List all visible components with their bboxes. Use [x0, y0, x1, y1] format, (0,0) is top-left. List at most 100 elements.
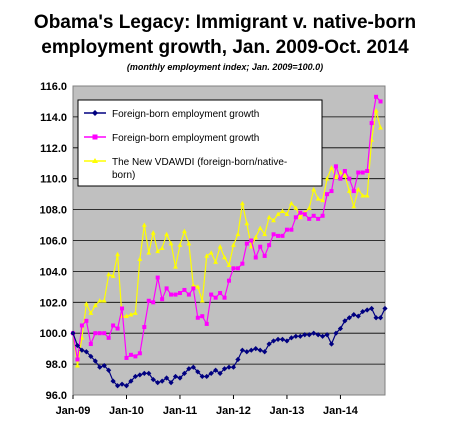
- x-tick-label: Jan-11: [163, 405, 197, 417]
- data-point: [320, 197, 325, 203]
- series-2: [71, 94, 383, 362]
- data-point: [79, 323, 84, 328]
- data-point: [293, 215, 298, 220]
- data-point: [297, 333, 303, 339]
- data-point: [262, 231, 268, 237]
- data-point: [195, 369, 201, 375]
- data-point: [177, 242, 183, 247]
- data-point: [244, 220, 250, 226]
- data-point: [195, 315, 200, 320]
- data-point: [114, 383, 121, 389]
- data-point: [284, 338, 290, 344]
- series-line: [72, 110, 382, 366]
- data-point: [266, 341, 272, 347]
- data-point: [235, 231, 241, 237]
- data-point: [227, 278, 231, 283]
- data-point: [106, 271, 112, 277]
- data-point: [297, 214, 303, 220]
- data-point: [97, 298, 103, 303]
- data-point: [217, 370, 223, 376]
- data-point: [230, 364, 237, 370]
- x-tick-label: Jan-09: [56, 405, 91, 417]
- series-line: [72, 95, 381, 360]
- data-point: [306, 332, 312, 338]
- data-point: [298, 210, 303, 215]
- data-point: [128, 312, 134, 317]
- data-point: [106, 367, 112, 373]
- data-point: [244, 241, 249, 246]
- x-tick-label: Jan-13: [270, 405, 305, 417]
- data-point: [337, 325, 344, 332]
- data-point: [328, 341, 335, 347]
- legend-marker: [92, 134, 98, 140]
- data-point: [177, 375, 183, 381]
- data-point: [355, 313, 361, 319]
- data-point: [70, 330, 76, 336]
- data-point: [164, 231, 169, 237]
- data-point: [373, 315, 379, 321]
- data-point: [284, 211, 290, 217]
- data-point: [324, 176, 330, 181]
- data-point: [213, 295, 218, 300]
- data-point: [275, 211, 281, 217]
- data-point: [190, 282, 196, 288]
- data-point: [159, 378, 165, 384]
- data-point: [342, 318, 348, 324]
- data-point: [338, 169, 343, 175]
- data-point: [342, 173, 348, 178]
- data-point: [168, 240, 174, 246]
- data-point: [280, 233, 285, 238]
- data-point: [160, 297, 165, 302]
- data-point: [279, 336, 286, 342]
- data-point: [128, 378, 134, 384]
- data-point: [190, 364, 196, 370]
- data-point: [182, 228, 187, 234]
- data-point: [75, 363, 80, 368]
- data-point: [79, 347, 85, 353]
- legend-label: The New VDAWDI (foreign-born/native-: [112, 157, 287, 168]
- data-point: [97, 331, 102, 336]
- data-point: [306, 205, 312, 210]
- data-point: [146, 370, 152, 376]
- y-tick-label: 104.0: [39, 266, 67, 278]
- data-point: [355, 186, 361, 192]
- data-point: [123, 383, 130, 389]
- y-tick-label: 96.0: [46, 390, 67, 402]
- data-point: [338, 176, 343, 181]
- data-point: [325, 192, 330, 197]
- data-point: [182, 287, 187, 292]
- y-tick-label: 116.0: [40, 81, 67, 93]
- data-point: [115, 326, 120, 331]
- data-point: [101, 363, 107, 369]
- data-point: [199, 373, 205, 380]
- data-point: [83, 349, 89, 355]
- data-point: [346, 315, 352, 321]
- y-tick-label: 114.0: [40, 112, 67, 124]
- data-point: [150, 230, 156, 235]
- data-point: [84, 318, 89, 323]
- data-point: [173, 264, 178, 269]
- data-point: [240, 261, 245, 266]
- data-point: [378, 125, 383, 130]
- data-point: [119, 381, 125, 387]
- legend-marker: [92, 158, 98, 163]
- data-point: [177, 291, 182, 296]
- data-point: [213, 367, 219, 373]
- data-point: [83, 301, 89, 306]
- data-point: [235, 266, 240, 271]
- data-point: [253, 234, 259, 240]
- data-point: [320, 333, 326, 339]
- data-point: [373, 108, 379, 113]
- legend-marker: [92, 110, 98, 116]
- data-point: [115, 251, 120, 257]
- y-tick-label: 100.0: [39, 328, 67, 340]
- data-point: [369, 121, 374, 126]
- data-point: [208, 250, 214, 255]
- data-point: [208, 370, 214, 376]
- x-axis-ticks: Jan-09 Jan-10 Jan-11 Jan-12 Jan-13 Jan-14: [56, 395, 359, 417]
- data-point: [151, 300, 156, 305]
- data-point: [329, 189, 334, 194]
- data-point: [342, 168, 347, 173]
- data-point: [146, 250, 152, 255]
